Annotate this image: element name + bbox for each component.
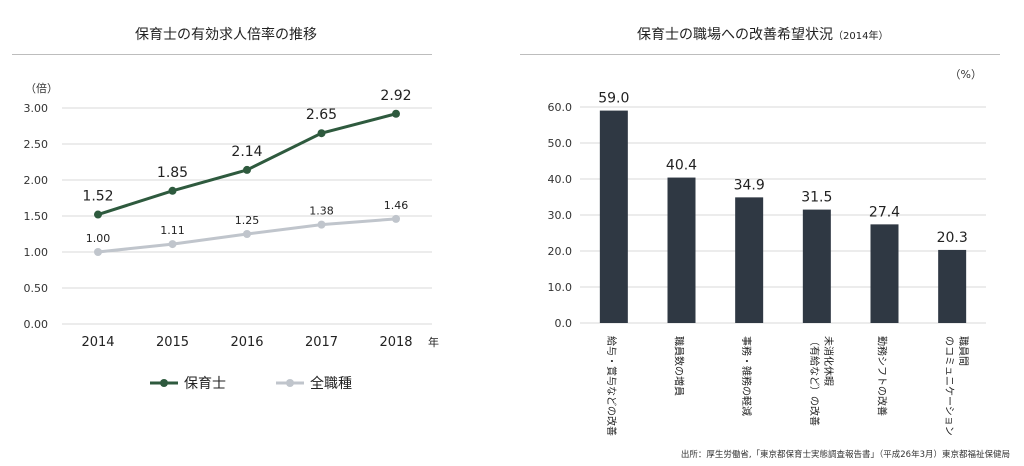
- data-point: [317, 220, 326, 229]
- x-tick-label: 2017: [305, 335, 338, 350]
- bar: [735, 197, 764, 323]
- bar-value-label: 59.0: [598, 91, 629, 107]
- bar: [870, 224, 899, 323]
- x-tick-label: 2016: [230, 335, 263, 350]
- category-label: 未消化休暇: [822, 336, 835, 386]
- category-label: のコミュニケーション: [943, 336, 955, 436]
- category-label: 職員間: [957, 336, 969, 366]
- y-axis-unit: （%）: [950, 68, 982, 81]
- bar-chart: 0.0 10.0 20.0 30.0 40.0 50.0 60.0 （%） 59.0 給与・賞与な…: [548, 68, 986, 436]
- y-axis-unit: （倍）: [25, 81, 58, 95]
- line-chart-title-rule: [12, 54, 432, 55]
- data-point: [392, 214, 400, 223]
- x-tick-label: 2018: [379, 335, 412, 350]
- legend-label: 全職種: [310, 375, 352, 392]
- bar: [599, 110, 628, 323]
- legend-label: 保育士: [184, 376, 226, 392]
- source-note: 出所：厚生労働省,「東京都保育士実態調査報告書」（平成26年3月）東京都福祉保健…: [680, 450, 1010, 460]
- y-tick-label: 3.00: [24, 102, 49, 115]
- data-point: [94, 248, 102, 256]
- bar: [667, 177, 696, 323]
- data-point: [243, 165, 251, 174]
- y-tick-label: 60.0: [548, 101, 573, 114]
- data-point: [168, 186, 177, 195]
- y-tick-label: 1.50: [24, 210, 49, 223]
- bar-chart-title-rule: [520, 54, 1000, 55]
- bar: [802, 209, 831, 323]
- bar-value-label: 31.5: [801, 190, 832, 206]
- data-label: 1.52: [82, 189, 113, 205]
- category-label: 職員数の増員: [673, 336, 686, 396]
- bar-chart-subtitle: （2014年）: [833, 31, 889, 42]
- legend-marker: [286, 379, 294, 387]
- data-label: 1.85: [157, 165, 188, 181]
- data-point: [317, 129, 326, 138]
- category-label: 給与・賞与などの改善: [605, 336, 618, 436]
- data-label: 1.25: [235, 214, 260, 227]
- data-label: 1.46: [384, 199, 409, 212]
- y-tick-label: 50.0: [548, 137, 573, 150]
- y-tick-label: 40.0: [548, 173, 573, 186]
- category-label: 勤務シフトの改善: [876, 336, 889, 416]
- data-label: 2.14: [231, 144, 262, 160]
- y-tick-label: 0.00: [24, 318, 49, 331]
- y-tick-label: 30.0: [548, 209, 573, 222]
- bar-value-label: 40.4: [666, 158, 697, 174]
- y-tick-label: 2.00: [24, 174, 49, 187]
- y-tick-label: 20.0: [548, 245, 573, 258]
- data-label: 1.00: [86, 232, 111, 245]
- bar-value-label: 34.9: [734, 177, 765, 193]
- data-point: [94, 210, 102, 219]
- line-chart: 0.00 0.50 1.00 1.50 2.00 2.50 3.00 （倍） 2014 2015 2…: [24, 81, 440, 392]
- x-axis-unit: 年: [428, 335, 439, 349]
- data-point: [168, 240, 177, 249]
- series-line: [97, 112, 397, 216]
- data-label: 2.92: [380, 88, 411, 104]
- y-tick-label: 0.0: [555, 317, 573, 330]
- data-label: 1.11: [160, 224, 185, 237]
- bar-value-label: 27.4: [869, 204, 900, 220]
- y-tick-label: 2.50: [24, 138, 49, 151]
- y-tick-label: 10.0: [548, 281, 573, 294]
- line-chart-panel: 保育士の有効求人倍率の推移 0.00 0.50 1.00 1.50 2.00 2.50 3.…: [12, 27, 440, 392]
- y-tick-label: 0.50: [24, 282, 49, 295]
- x-tick-label: 2014: [81, 335, 114, 350]
- bar: [938, 249, 967, 323]
- bar-chart-panel: 保育士の職場への改善希望状況（2014年） 0.0 10.0 20.0 30.0 40.…: [520, 0, 1024, 466]
- category-label: （有給など）の改善: [808, 336, 821, 426]
- data-label: 2.65: [306, 107, 337, 123]
- data-label: 1.38: [309, 205, 334, 218]
- bar-chart-title-main: 保育士の職場への改善希望状況: [637, 27, 833, 43]
- line-chart-title: 保育士の有効求人倍率の推移: [135, 27, 317, 43]
- bar-value-label: 20.3: [937, 230, 968, 246]
- category-label: 事務・雑務の軽減: [740, 336, 753, 416]
- bar-chart-title: 保育士の職場への改善希望状況（2014年）: [637, 24, 888, 44]
- y-tick-label: 1.00: [24, 246, 49, 259]
- x-tick-label: 2015: [156, 335, 189, 350]
- legend-marker: [160, 379, 168, 387]
- data-point: [392, 109, 400, 118]
- data-point: [243, 230, 251, 238]
